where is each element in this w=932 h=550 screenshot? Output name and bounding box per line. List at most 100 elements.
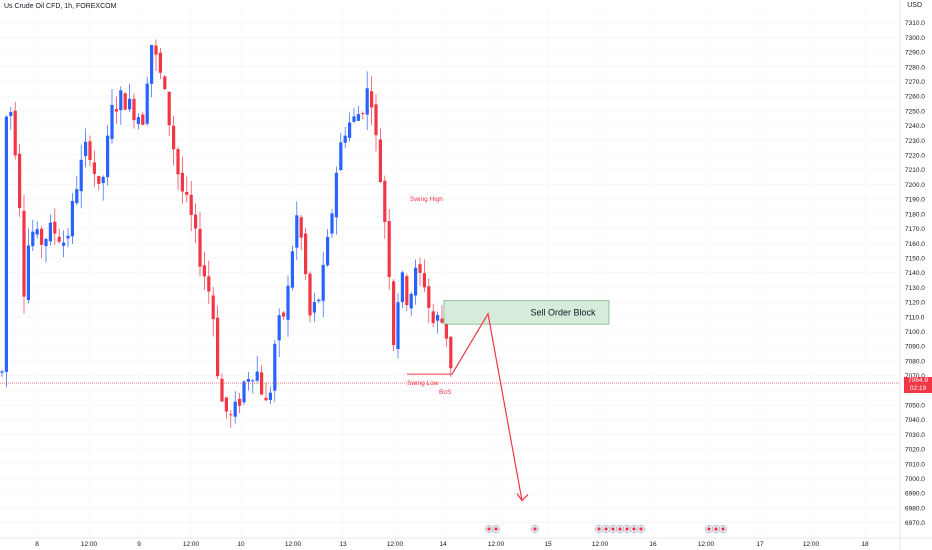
- candle-body: [211, 295, 215, 320]
- candle-body: [334, 172, 338, 218]
- candle-body: [88, 141, 92, 160]
- event-dot: [618, 527, 622, 531]
- y-tick-label: 7090.0: [905, 344, 925, 351]
- candle-body: [449, 336, 453, 369]
- y-tick-label: 7140.0: [905, 270, 925, 277]
- candle-body: [339, 142, 343, 171]
- y-tick-label: 7200.0: [905, 182, 925, 189]
- y-tick-label: 7130.0: [905, 285, 925, 292]
- candle-body: [198, 229, 202, 267]
- y-tick-label: 7030.0: [905, 432, 925, 439]
- candle-body: [286, 285, 290, 320]
- candle-body: [48, 222, 52, 242]
- candle-body: [172, 125, 176, 150]
- y-tick-label: 7160.0: [905, 241, 925, 248]
- event-dot: [533, 527, 537, 531]
- candle-body: [110, 104, 114, 139]
- x-tick-label: 14: [439, 541, 447, 548]
- y-tick-label: 7000.0: [905, 476, 925, 483]
- candle-body: [150, 45, 154, 84]
- candle-body: [400, 272, 404, 302]
- x-tick-label: 9: [137, 541, 141, 548]
- candle-body: [352, 116, 356, 122]
- candle-body: [136, 117, 140, 124]
- y-tick-label: 7180.0: [905, 211, 925, 218]
- economic-events[interactable]: [484, 524, 728, 534]
- y-tick-label: 7210.0: [905, 167, 925, 174]
- x-tick-label: 16: [649, 541, 657, 548]
- swing-high-label: Swing High: [410, 196, 443, 203]
- candle-body: [326, 236, 330, 266]
- candlestick-series: [0, 39, 453, 429]
- x-tick-label: 15: [544, 541, 552, 548]
- y-tick-label: 7040.0: [905, 417, 925, 424]
- candle-body: [224, 397, 228, 412]
- price-axis[interactable]: 7310.0 7300.0 7290.0 7280.0 7270.0 7260.0 7250…: [899, 0, 925, 550]
- candle-body: [260, 372, 264, 395]
- candle-body: [44, 239, 48, 247]
- current-price-value: 7064.9: [908, 377, 928, 385]
- y-tick-label: 7100.0: [905, 329, 925, 336]
- candle-body: [154, 45, 158, 55]
- event-dot: [721, 527, 725, 531]
- candle-body: [40, 228, 44, 245]
- event-dot: [625, 527, 629, 531]
- x-tick-label: 10: [237, 541, 245, 548]
- candle-body: [251, 380, 255, 382]
- candle-body: [299, 217, 303, 238]
- candle-body: [128, 98, 132, 110]
- x-tick-label: 17: [756, 541, 764, 548]
- candle-body: [295, 215, 299, 248]
- y-tick-label: 7270.0: [905, 79, 925, 86]
- candle-body: [282, 312, 286, 317]
- candle-body: [101, 176, 105, 184]
- candle-body: [427, 286, 431, 308]
- x-tick-label: 13: [339, 541, 347, 548]
- candle-body: [106, 135, 110, 178]
- order-block-label: Sell Order Block: [530, 307, 596, 317]
- event-dot: [487, 527, 491, 531]
- candle-body: [75, 189, 79, 204]
- candle-body: [444, 323, 448, 339]
- projection-arrowhead: [516, 493, 529, 502]
- y-tick-label: 7290.0: [905, 50, 925, 57]
- candle-body: [207, 276, 211, 292]
- candle-body: [66, 235, 70, 239]
- x-tick-label: 12:00: [698, 541, 715, 548]
- candle-body: [365, 88, 369, 115]
- candle-body: [13, 110, 17, 156]
- y-tick-label: 6990.0: [905, 491, 925, 498]
- candle-body: [321, 264, 325, 301]
- candle-body: [84, 141, 88, 157]
- candle-body: [220, 378, 224, 402]
- candle-body: [233, 401, 237, 417]
- event-dot: [604, 527, 608, 531]
- y-tick-label: 7260.0: [905, 94, 925, 101]
- candle-body: [114, 109, 118, 112]
- candle-body: [273, 343, 277, 391]
- time-axis[interactable]: 8 12:00 9 12:00 10 12:00 13 12:00 14 12:00 15 12:00…: [0, 537, 932, 548]
- y-tick-label: 7310.0: [905, 20, 925, 27]
- candle-body: [290, 251, 294, 288]
- candle-body: [141, 114, 145, 125]
- candle-body: [79, 159, 83, 192]
- event-dot: [639, 527, 643, 531]
- candle-body: [180, 172, 184, 192]
- candle-body: [317, 299, 321, 302]
- candle-body: [378, 139, 382, 182]
- x-tick-label: 12:00: [183, 541, 200, 548]
- candle-body: [18, 153, 22, 209]
- x-tick-label: 12:00: [488, 541, 505, 548]
- candle-body: [9, 112, 13, 116]
- countdown-value: 02:19: [909, 385, 927, 393]
- projection-path: [451, 312, 523, 501]
- candle-body: [387, 221, 391, 278]
- candle-body: [409, 293, 413, 309]
- candle-body: [242, 381, 246, 403]
- y-tick-label: 6980.0: [905, 505, 925, 512]
- candle-body: [202, 265, 206, 277]
- currency-label: USD: [907, 2, 922, 9]
- y-tick-label: 7230.0: [905, 138, 925, 145]
- candle-body: [361, 113, 365, 115]
